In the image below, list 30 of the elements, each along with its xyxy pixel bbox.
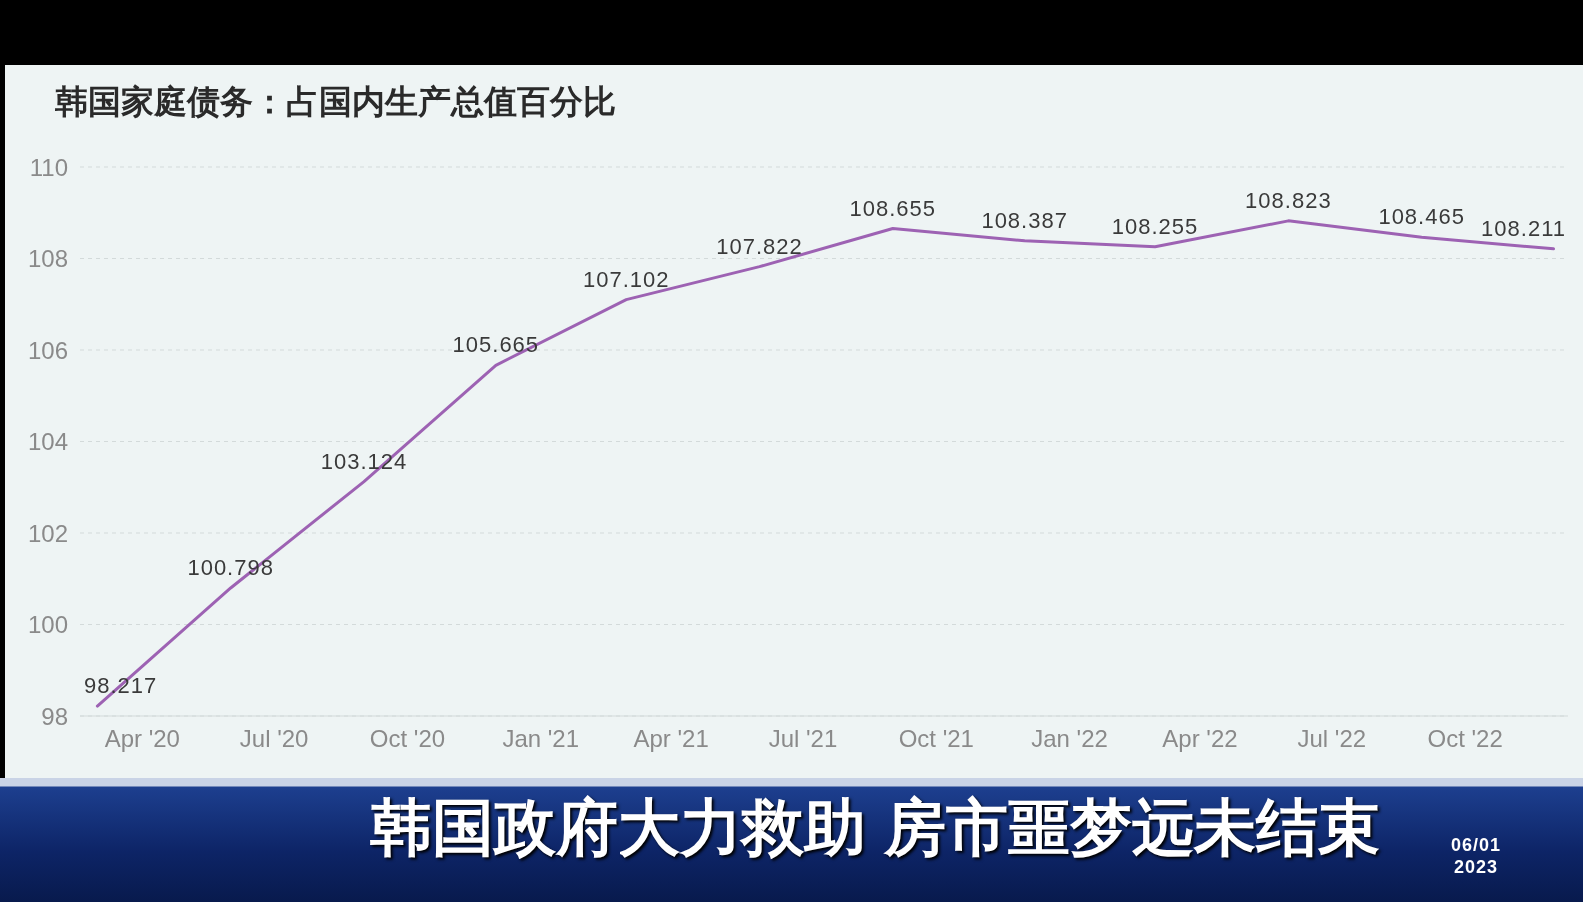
- text: 韩国政府大力救助 房市噩梦远未结束: [370, 793, 1380, 862]
- y-tick-label: 106: [27, 336, 68, 364]
- x-tick-label: Apr '22: [1162, 725, 1238, 753]
- x-tick-label: Jul '22: [1297, 725, 1367, 753]
- y-tick-label: 100: [27, 611, 68, 639]
- data-label: 108.655: [849, 195, 937, 221]
- y-tick-label: 110: [29, 153, 68, 181]
- y-tick-label: 104: [27, 428, 68, 456]
- x-tick-label: Apr '20: [104, 725, 180, 753]
- data-label: 105.665: [452, 332, 540, 358]
- x-tick-label: Jan '22: [1031, 725, 1108, 753]
- data-label: 107.102: [582, 266, 670, 292]
- y-tick-label: 98: [41, 702, 68, 730]
- x-tick-label: Apr '21: [633, 725, 709, 753]
- x-tick-label: Jan '21: [502, 725, 580, 753]
- y-tick-label: 102: [27, 519, 68, 547]
- y-tick-label: 108: [27, 245, 68, 273]
- data-label: 108.465: [1378, 204, 1465, 230]
- text: 06/01 2023: [1450, 835, 1502, 877]
- data-label: 108.823: [1245, 187, 1332, 213]
- x-tick-label: Oct '21: [898, 725, 974, 753]
- data-label: 108.387: [981, 207, 1068, 233]
- x-tick-label: Oct '22: [1427, 725, 1503, 753]
- data-label: 108.255: [1111, 213, 1199, 239]
- x-tick-label: Jul '21: [768, 725, 838, 753]
- chart-title: 韩国家庭债务：占国内生产总值百分比: [55, 83, 616, 120]
- data-label: 108.211: [1481, 215, 1566, 241]
- x-tick-label: Oct '20: [369, 725, 446, 753]
- data-label: 107.822: [716, 233, 803, 259]
- x-tick-label: Jul '20: [239, 725, 309, 753]
